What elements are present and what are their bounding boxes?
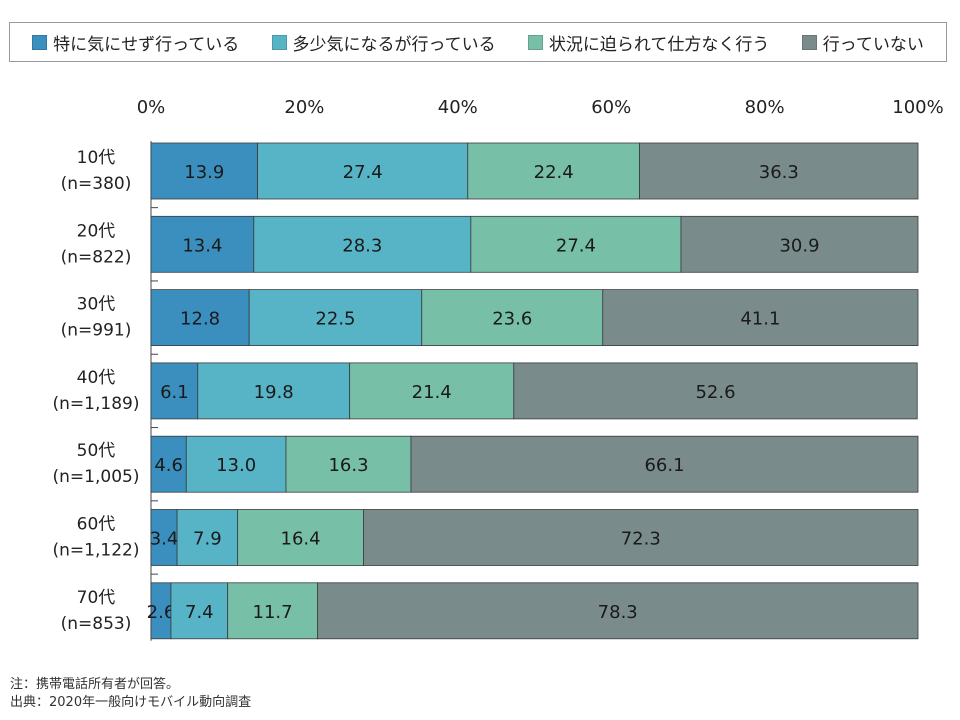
legend-swatch [32, 34, 48, 50]
y-category-sublabel: (n=822) [61, 247, 132, 267]
data-label: 72.3 [621, 529, 661, 550]
y-category-label: 10代 [77, 148, 116, 168]
data-label: 13.0 [216, 455, 256, 476]
bar-segment [248, 289, 423, 347]
data-label: 78.3 [598, 602, 638, 623]
data-label: 36.3 [759, 162, 799, 183]
x-tick-label: 60% [591, 97, 631, 118]
x-tick-label: 100% [892, 97, 943, 118]
data-label: 22.5 [315, 309, 355, 330]
data-label: 12.8 [180, 309, 220, 330]
y-category-sublabel: (n=1,005) [53, 467, 140, 487]
stacked-bar-chart: 0% 20% 40% 60% 80% 100% 13.9 27.4 22.4 36.3 10代 (n=… [53, 97, 944, 641]
note-text: 注：携帯電話所有者が回答。 [10, 677, 180, 692]
y-category-label: 70代 [77, 588, 116, 608]
chart-legend: 特に気にせず行っている 多少気になるが行っている 状況に迫られて仕方なく行う 行… [9, 22, 947, 62]
data-label: 66.1 [644, 455, 684, 476]
data-label: 28.3 [342, 235, 382, 256]
data-label: 2.6 [147, 602, 176, 623]
legend-label: 行っていない [822, 34, 924, 55]
bar-segment [150, 435, 187, 493]
data-label: 16.3 [328, 455, 368, 476]
bar-segment [410, 435, 919, 493]
bar-segment [513, 362, 918, 420]
bar-segment [185, 435, 287, 493]
bar-segment [639, 142, 919, 200]
bar-segment [317, 582, 919, 640]
legend-swatch [271, 34, 287, 50]
bar-segment [421, 289, 604, 347]
data-label: 4.6 [154, 455, 183, 476]
legend-label: 状況に迫られて仕方なく行う [548, 34, 770, 55]
bar-segment [150, 362, 199, 420]
data-label: 6.1 [160, 382, 189, 403]
bar-segment [170, 582, 229, 640]
y-category-sublabel: (n=380) [61, 174, 132, 194]
x-tick-label: 40% [438, 97, 478, 118]
legend-item: 特に気にせず行っている [32, 30, 239, 55]
x-tick-label: 0% [137, 97, 166, 118]
data-label: 21.4 [412, 382, 452, 403]
bar-segment [150, 289, 250, 347]
bar-segment [150, 509, 178, 566]
data-label: 3.4 [150, 529, 179, 550]
y-category-label: 40代 [77, 368, 116, 388]
y-category-label: 60代 [77, 515, 116, 535]
y-category-sublabel: (n=991) [61, 321, 132, 341]
data-label: 11.7 [253, 602, 293, 623]
bar-segment [470, 215, 682, 273]
x-tick-label: 20% [284, 97, 324, 118]
data-label: 27.4 [556, 235, 596, 256]
x-tick-label: 80% [745, 97, 785, 118]
y-category-label: 50代 [77, 441, 116, 461]
data-label: 22.4 [534, 162, 574, 183]
bar-segment [602, 289, 919, 347]
bar-segment [197, 362, 351, 420]
bar-segment [349, 362, 515, 420]
data-label: 30.9 [779, 235, 819, 256]
data-label: 41.1 [740, 309, 780, 330]
bar-segment [150, 215, 255, 273]
legend-item: 行っていない [801, 30, 924, 55]
legend-item: 多少気になるが行っている [271, 30, 496, 55]
bar-segment [237, 509, 364, 566]
y-category-label: 20代 [77, 221, 116, 241]
data-label: 7.9 [193, 529, 222, 550]
bar-segment [285, 435, 412, 493]
data-label: 52.6 [695, 382, 735, 403]
data-label: 27.4 [343, 162, 383, 183]
data-label: 13.4 [182, 235, 222, 256]
legend-swatch [527, 34, 543, 50]
y-category-label: 30代 [77, 295, 116, 315]
y-category-sublabel: (n=1,122) [53, 541, 140, 561]
data-label: 16.4 [281, 529, 321, 550]
bar-segment [176, 509, 239, 566]
y-category-sublabel: (n=853) [61, 614, 132, 634]
data-label: 13.9 [184, 162, 224, 183]
data-label: 19.8 [254, 382, 294, 403]
legend-label: 多少気になるが行っている [292, 34, 496, 55]
legend-item: 状況に迫られて仕方なく行う [527, 30, 770, 55]
bar-segment [680, 215, 919, 273]
source-text: 出典：2020年一般向けモバイル動向調査 [10, 695, 252, 710]
bar-segment [253, 215, 472, 273]
bar-segment [467, 142, 640, 200]
bar-segment [363, 509, 919, 566]
data-label: 7.4 [185, 602, 214, 623]
y-category-sublabel: (n=1,189) [53, 394, 140, 414]
legend-label: 特に気にせず行っている [53, 34, 240, 55]
chart-notes: 注：携帯電話所有者が回答。 出典：2020年一般向けモバイル動向調査 [10, 676, 251, 712]
legend-swatch [801, 34, 817, 50]
data-label: 23.6 [492, 309, 532, 330]
